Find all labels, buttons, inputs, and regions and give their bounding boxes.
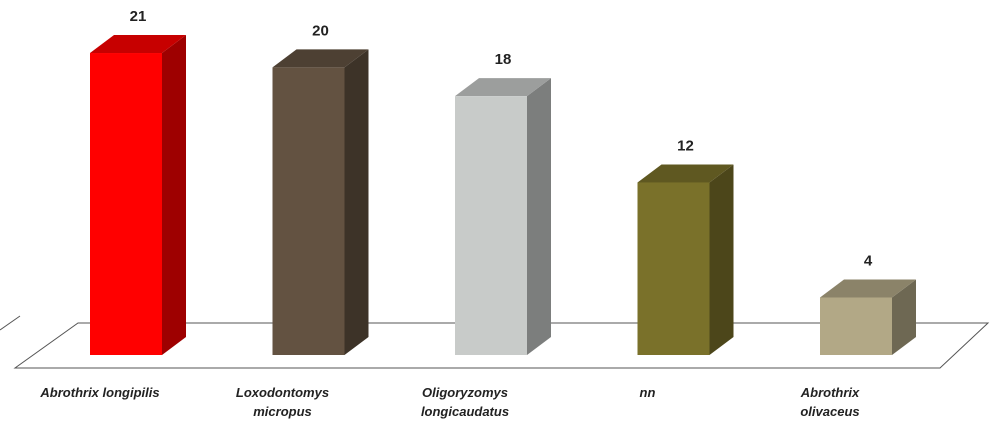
x-tick-label: Oligoryzomys longicaudatus bbox=[420, 385, 510, 419]
bar-top bbox=[455, 78, 551, 97]
bar bbox=[90, 53, 162, 356]
value-label: 12 bbox=[677, 137, 694, 154]
bar-side bbox=[162, 35, 186, 356]
bar-top bbox=[90, 35, 186, 54]
value-label: 4 bbox=[864, 252, 873, 269]
bar-top bbox=[637, 164, 734, 183]
bar-side bbox=[527, 78, 551, 355]
bar bbox=[272, 67, 345, 356]
value-label: 18 bbox=[495, 51, 512, 68]
bar-top bbox=[272, 49, 369, 68]
floor-edge bbox=[0, 315, 21, 331]
value-label: 20 bbox=[312, 22, 329, 39]
bar-side bbox=[344, 49, 369, 356]
x-tick-label: nn bbox=[639, 385, 656, 400]
bar-side bbox=[892, 279, 916, 355]
bar-top bbox=[820, 279, 916, 298]
bar bbox=[820, 297, 892, 355]
bar-side bbox=[709, 164, 734, 355]
value-label: 21 bbox=[130, 8, 147, 25]
bar bbox=[637, 182, 710, 355]
x-tick-label: Abrothrix olivaceus bbox=[800, 385, 860, 419]
x-tick-label: Abrothrix longipilis bbox=[40, 385, 160, 400]
x-tick-label: Loxodontomys micropus bbox=[235, 385, 330, 419]
bar bbox=[455, 96, 527, 355]
